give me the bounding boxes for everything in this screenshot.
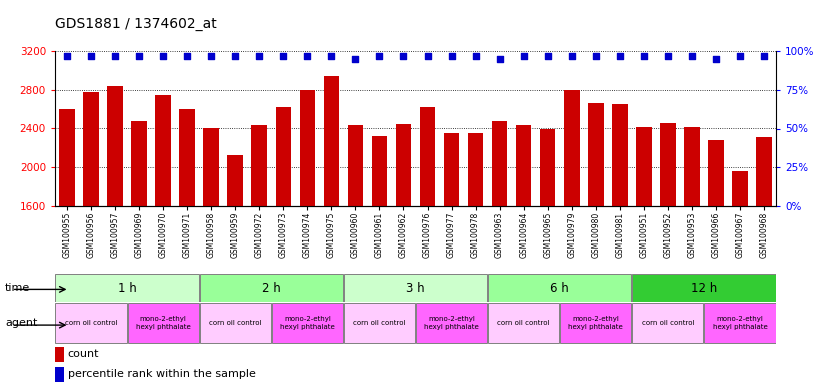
Bar (180, 109, 195, 206)
Text: percentile rank within the sample: percentile rank within the sample (68, 369, 255, 379)
Point (637, 53, 650, 59)
Text: 3 h: 3 h (406, 281, 425, 295)
Point (301, 53, 314, 59)
Bar (55, 303, 126, 343)
Point (589, 53, 602, 59)
Bar (540, 129, 556, 206)
Text: mono-2-ethyl
hexyl phthalate: mono-2-ethyl hexyl phthalate (712, 316, 767, 329)
Bar (704, 303, 775, 343)
Bar (228, 155, 243, 206)
Bar (60, 109, 75, 206)
Text: 1 h: 1 h (118, 281, 136, 295)
Text: 2 h: 2 h (262, 281, 281, 295)
Text: corn oil control: corn oil control (498, 320, 550, 326)
Point (228, 53, 242, 59)
Bar (107, 86, 123, 206)
Bar (127, 303, 199, 343)
Point (565, 53, 579, 59)
Point (397, 53, 410, 59)
Bar (588, 103, 604, 206)
Text: mono-2-ethyl
hexyl phthalate: mono-2-ethyl hexyl phthalate (569, 316, 623, 329)
Point (685, 53, 698, 59)
Point (109, 53, 122, 59)
Bar (488, 303, 559, 343)
Point (85, 53, 98, 59)
Bar (348, 125, 363, 206)
Bar (344, 303, 415, 343)
Bar (200, 274, 343, 302)
Bar (55, 367, 64, 382)
Text: corn oil control: corn oil control (209, 320, 261, 326)
Text: 12 h: 12 h (691, 281, 717, 295)
Bar (251, 125, 267, 206)
Point (373, 53, 386, 59)
Text: time: time (5, 283, 30, 293)
Point (445, 53, 458, 59)
Bar (516, 125, 531, 206)
Text: 6 h: 6 h (550, 281, 569, 295)
Point (132, 53, 145, 59)
Bar (756, 137, 772, 206)
Bar (155, 94, 171, 206)
Point (205, 53, 218, 59)
Text: agent: agent (5, 318, 38, 328)
Bar (416, 303, 487, 343)
Text: count: count (68, 349, 99, 359)
Bar (488, 274, 632, 302)
Point (517, 53, 530, 59)
Point (277, 53, 290, 59)
Bar (612, 104, 628, 206)
Point (469, 53, 482, 59)
Bar (632, 274, 775, 302)
Text: corn oil control: corn oil control (641, 320, 694, 326)
Bar (560, 303, 632, 343)
Point (421, 53, 434, 59)
Bar (632, 303, 703, 343)
Point (325, 53, 338, 59)
Bar (636, 127, 652, 206)
Point (661, 53, 674, 59)
Bar (299, 90, 315, 206)
Point (253, 53, 266, 59)
Bar (468, 133, 483, 206)
Text: corn oil control: corn oil control (64, 320, 118, 326)
Point (493, 56, 506, 62)
Bar (396, 124, 411, 206)
Bar (732, 171, 747, 206)
Bar (444, 133, 459, 206)
Bar (660, 122, 676, 206)
Bar (83, 92, 99, 206)
Point (541, 53, 554, 59)
Text: mono-2-ethyl
hexyl phthalate: mono-2-ethyl hexyl phthalate (424, 316, 479, 329)
Bar (708, 140, 724, 206)
Point (180, 53, 193, 59)
Point (734, 53, 747, 59)
Bar (344, 274, 487, 302)
Point (157, 53, 170, 59)
Bar (324, 76, 339, 206)
Bar (203, 127, 219, 206)
Point (757, 53, 770, 59)
Bar (419, 107, 435, 206)
Text: mono-2-ethyl
hexyl phthalate: mono-2-ethyl hexyl phthalate (280, 316, 335, 329)
Bar (276, 107, 291, 206)
Bar (564, 90, 579, 206)
Point (60, 53, 73, 59)
Point (614, 53, 627, 59)
Bar (684, 127, 699, 206)
Point (709, 56, 722, 62)
Bar (272, 303, 343, 343)
Bar (492, 121, 508, 206)
Text: mono-2-ethyl
hexyl phthalate: mono-2-ethyl hexyl phthalate (135, 316, 190, 329)
Bar (200, 303, 271, 343)
Text: corn oil control: corn oil control (353, 320, 406, 326)
Point (349, 56, 362, 62)
Bar (55, 347, 64, 362)
Text: GDS1881 / 1374602_at: GDS1881 / 1374602_at (55, 17, 217, 31)
Bar (55, 274, 199, 302)
Bar (131, 121, 147, 206)
Bar (371, 136, 388, 206)
